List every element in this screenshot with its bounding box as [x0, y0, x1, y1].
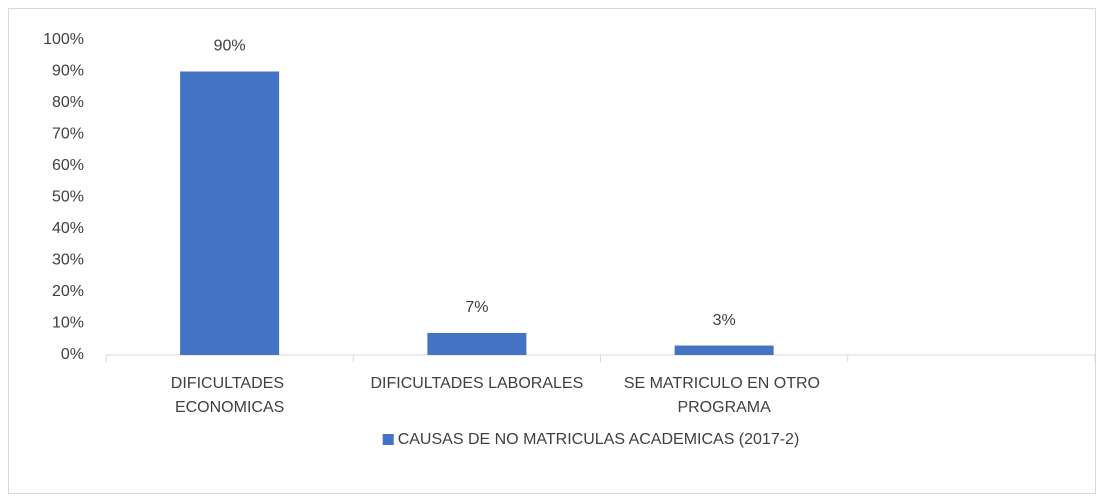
y-tick-label: 10%: [52, 315, 84, 332]
bar: [427, 332, 527, 355]
y-tick-label: 80%: [52, 94, 84, 111]
chart-border: [8, 8, 1096, 494]
bar: [674, 345, 774, 355]
data-label: 90%: [214, 38, 246, 55]
y-tick-label: 100%: [43, 31, 84, 48]
y-tick-label: 50%: [52, 189, 84, 206]
legend-label: CAUSAS DE NO MATRICULAS ACADEMICAS (2017…: [398, 431, 800, 448]
bar: [180, 71, 280, 355]
y-tick-label: 40%: [52, 220, 84, 237]
x-tick-label: SE MATRICULO EN OTRO PROGRAMA: [624, 375, 825, 416]
y-tick-label: 70%: [52, 126, 84, 143]
y-tick-label: 60%: [52, 157, 84, 174]
y-tick-label: 30%: [52, 252, 84, 269]
y-tick-label: 20%: [52, 283, 84, 300]
y-tick-label: 90%: [52, 63, 84, 80]
data-label: 7%: [465, 299, 488, 316]
y-tick-label: 0%: [61, 346, 84, 363]
data-label: 3%: [713, 312, 736, 329]
x-tick-label: DIFICULTADES ECONOMICAS: [171, 375, 289, 416]
x-tick-label: DIFICULTADES LABORALES: [370, 375, 583, 392]
legend-swatch: [382, 434, 394, 445]
